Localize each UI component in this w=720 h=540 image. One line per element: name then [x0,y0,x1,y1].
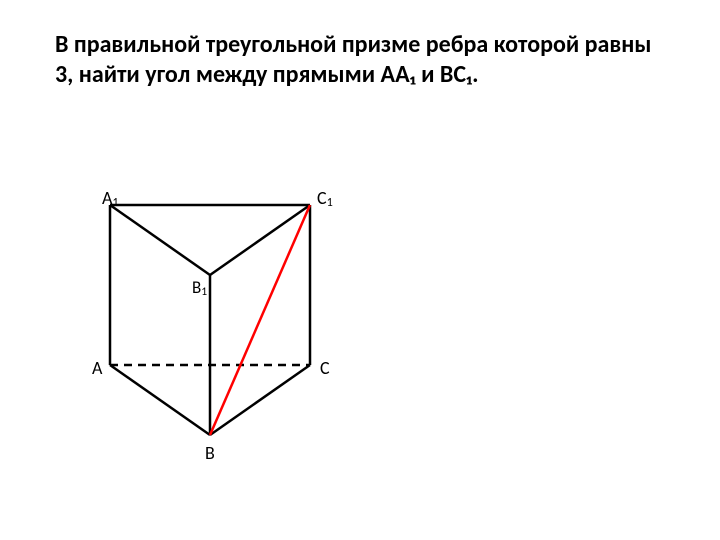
vertex-label-C: C [320,357,330,379]
vertex-label-B1: B1 [192,277,207,298]
prism-svg [80,165,340,465]
diagram-container: A1 C1 B1 A C B [80,165,340,465]
vertex-label-B: B [205,442,215,464]
problem-title: В правильной треугольной призме ребра ко… [55,30,675,90]
page: В правильной треугольной призме ребра ко… [0,0,720,540]
vertex-label-A1: A1 [102,187,119,209]
vertex-label-C1: C1 [317,187,333,209]
edge-A1-B1 [110,205,210,275]
vertex-label-A: A [92,357,102,379]
edge-A-B [110,365,210,435]
